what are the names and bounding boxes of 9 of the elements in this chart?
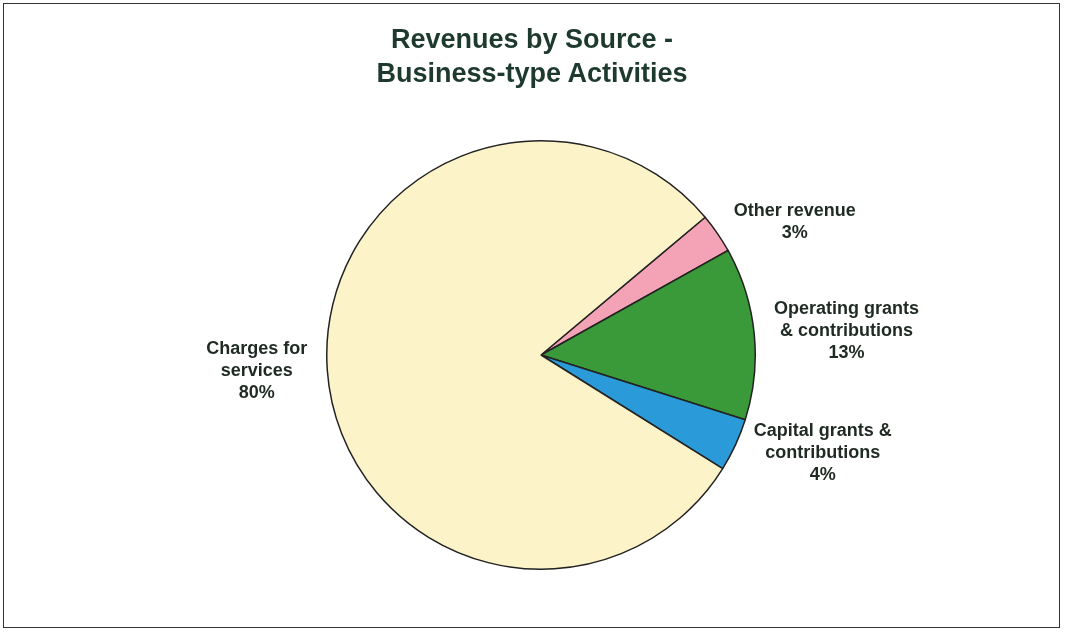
slice-label: Charges for services [206, 338, 308, 381]
slice-label: Other revenue [733, 199, 856, 220]
chart-title: Revenues by Source - Business-type Activities [375, 23, 689, 90]
data-label: 3% [781, 221, 808, 242]
slice-label: Capital grants & contributions [753, 420, 892, 463]
data-label: 13% [828, 342, 865, 363]
data-label: 80% [238, 382, 275, 403]
data-label: 4% [809, 464, 836, 485]
slice-label: Operating grants & contributions [774, 298, 920, 341]
